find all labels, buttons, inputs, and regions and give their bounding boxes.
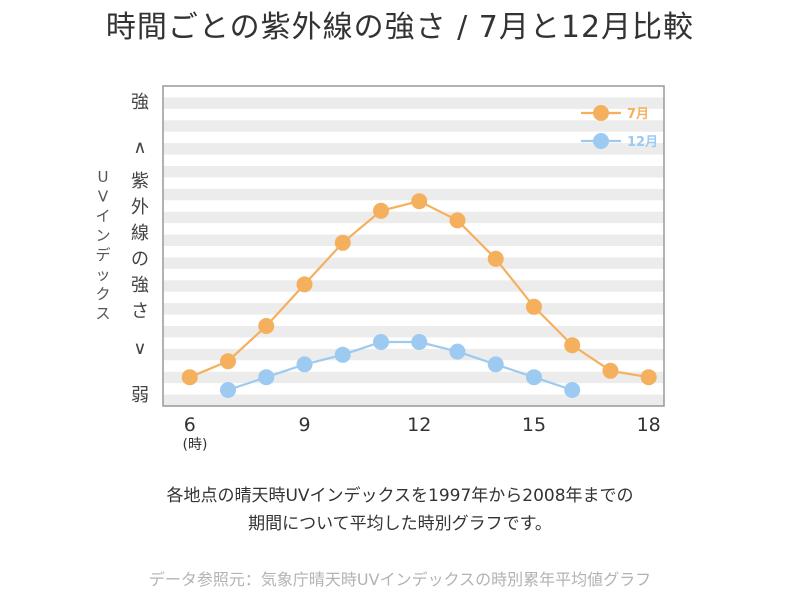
y-down-symbol: ∨ — [133, 338, 146, 359]
data-point — [373, 203, 389, 219]
data-point — [335, 235, 351, 251]
grid-stripe — [163, 280, 664, 291]
grid-stripe — [163, 212, 664, 223]
data-point — [297, 276, 313, 292]
uv-line-chart: 強 ∧ 紫外線の強さ ∨ 弱 U V インデックス 6 9 12 15 18 (時) 7月 1… — [0, 0, 800, 470]
data-point — [526, 299, 542, 315]
data-point — [297, 356, 313, 372]
x-axis-unit: (時) — [183, 437, 208, 453]
data-point — [411, 334, 427, 350]
data-point — [564, 382, 580, 398]
data-point — [335, 347, 351, 363]
data-point — [564, 337, 580, 353]
x-axis-ticks: 6 9 12 15 18 — [184, 414, 661, 436]
legend-marker — [593, 105, 609, 121]
y-axis-label: U V インデックス — [95, 168, 110, 323]
legend-label: 7月 — [627, 107, 649, 122]
data-point — [182, 369, 198, 385]
grid-stripe — [163, 257, 664, 268]
y-middle-label: 紫外線の強さ — [131, 171, 149, 322]
grid-stripe — [163, 326, 664, 337]
legend-label: 12月 — [627, 135, 658, 150]
data-point — [220, 382, 236, 398]
y-bottom-label: 弱 — [131, 385, 149, 406]
data-point — [411, 193, 427, 209]
x-tick-label: 9 — [298, 414, 310, 436]
data-point — [258, 318, 274, 334]
data-point — [488, 356, 504, 372]
data-point — [220, 353, 236, 369]
grid-stripe — [163, 303, 664, 314]
data-point — [258, 369, 274, 385]
data-point — [641, 369, 657, 385]
data-point — [449, 212, 465, 228]
grid-stripe — [163, 97, 664, 108]
plot-background-stripes — [163, 86, 664, 406]
x-tick-label: 6 — [184, 414, 196, 436]
grid-stripe — [163, 166, 664, 177]
grid-stripe — [163, 235, 664, 246]
x-tick-label: 18 — [637, 414, 661, 436]
data-point — [449, 344, 465, 360]
caption-line-1: 各地点の晴天時UVインデックスを1997年から2008年までの — [0, 481, 800, 506]
data-point — [488, 251, 504, 267]
data-point — [373, 334, 389, 350]
x-tick-label: 15 — [522, 414, 546, 436]
grid-stripe — [163, 120, 664, 131]
data-point — [526, 369, 542, 385]
source-note: データ参照元：気象庁晴天時UVインデックスの時別累年平均値グラフ — [0, 566, 800, 590]
y-top-label: 強 — [131, 92, 149, 113]
grid-stripe — [163, 395, 664, 406]
grid-stripe — [163, 372, 664, 383]
x-tick-label: 12 — [407, 414, 431, 436]
legend-marker — [593, 133, 609, 149]
y-up-symbol: ∧ — [133, 137, 146, 158]
grid-stripe — [163, 143, 664, 154]
data-point — [602, 363, 618, 379]
caption-line-2: 期間について平均した時別グラフです。 — [0, 509, 800, 534]
